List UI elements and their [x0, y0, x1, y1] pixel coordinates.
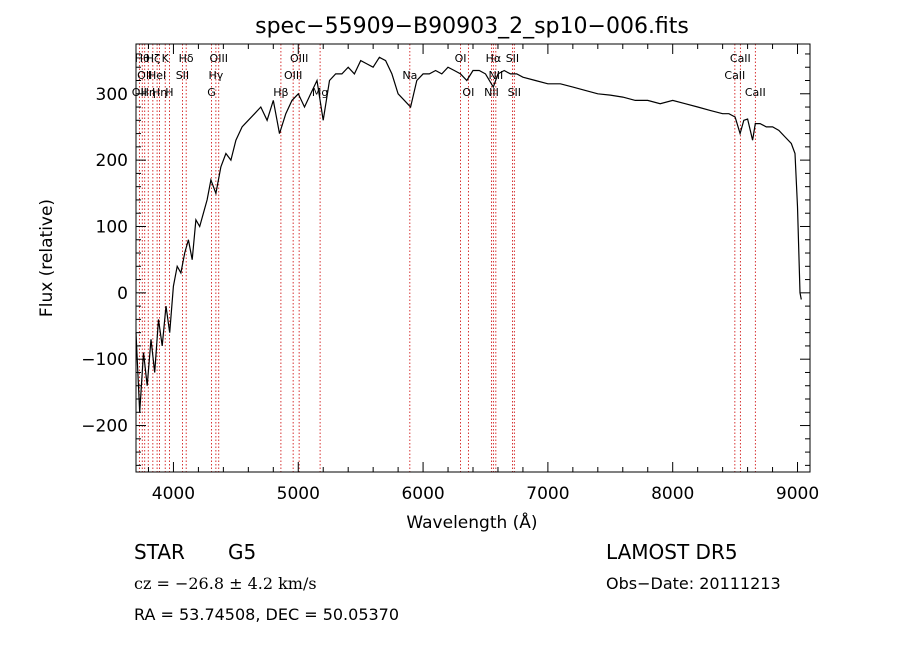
line-marker-label: Hη [152, 86, 167, 99]
x-tick-label: 9000 [776, 484, 819, 504]
line-marker-label: CaII [745, 86, 766, 99]
y-tick-label: 300 [96, 85, 128, 105]
x-tick-label: 8000 [651, 484, 694, 504]
line-marker-label: NII [488, 69, 503, 82]
line-marker-label: OIII [284, 69, 302, 82]
y-tick-label: −200 [81, 417, 128, 437]
line-marker-label: OII [137, 69, 152, 82]
line-marker-label: HeI [148, 69, 166, 82]
line-marker-label: Hα [486, 52, 502, 65]
line-marker-label: CaII [730, 52, 751, 65]
line-marker-label: Hγ [208, 69, 223, 82]
line-marker-label: Hθ [135, 52, 150, 65]
line-marker-label: OI [455, 52, 467, 65]
y-tick-label: 0 [117, 284, 128, 304]
plot-frame [135, 43, 811, 473]
coordinates: RA = 53.74508, DEC = 50.05370 [134, 605, 399, 624]
spectrum-line [135, 56, 802, 413]
line-marker-label: OIII [290, 52, 308, 65]
x-tick-label: 4000 [152, 484, 195, 504]
line-marker-label: H [165, 86, 173, 99]
emission-line-markers [138, 44, 756, 472]
line-marker-label: CaII [724, 69, 745, 82]
object-subclass: G5 [228, 540, 256, 564]
line-marker-label: Na [402, 69, 417, 82]
redshift-velocity: cz = −26.8 ± 4.2 km/s [134, 574, 317, 593]
x-axis-label: Wavelength (Å) [406, 511, 537, 533]
observation-date: Obs−Date: 20111213 [606, 574, 781, 593]
y-tick-label: 100 [96, 217, 128, 237]
line-marker-label: Hδ [179, 52, 194, 65]
line-marker-label: Mg [312, 86, 328, 99]
line-marker-label: G [207, 86, 216, 99]
line-marker-label: OI [462, 86, 474, 99]
line-marker-label: SII [508, 86, 521, 99]
line-marker-label: SII [176, 69, 189, 82]
chart-title: spec−55909−B90903_2_sp10−006.fits [255, 14, 689, 39]
y-tick-label: 200 [96, 151, 128, 171]
x-axis-ticks: 4000 5000 6000 7000 8000 9000 [147, 44, 819, 504]
line-marker-label: SII [506, 52, 519, 65]
line-marker-label: OIII [210, 52, 228, 65]
line-marker-label: K [162, 52, 170, 65]
line-marker-label: Hβ [273, 86, 288, 99]
y-tick-label: −100 [81, 350, 128, 370]
y-axis-ticks: −200 −100 0 100 200 300 [81, 53, 810, 466]
y-axis-label: Flux (relative) [37, 199, 57, 317]
line-marker-label: Hη [141, 86, 156, 99]
survey-name: LAMOST DR5 [606, 540, 738, 564]
emission-line-labels: OIIHθOIIHηHζHeIHηKHSIIHδGHγOIIIHβOIIIOII… [132, 52, 766, 99]
x-tick-label: 7000 [526, 484, 569, 504]
x-tick-label: 6000 [401, 484, 444, 504]
line-marker-label: NII [484, 86, 499, 99]
line-marker-label: Hζ [146, 52, 160, 65]
x-tick-label: 5000 [277, 484, 320, 504]
object-class: STAR [134, 540, 185, 564]
